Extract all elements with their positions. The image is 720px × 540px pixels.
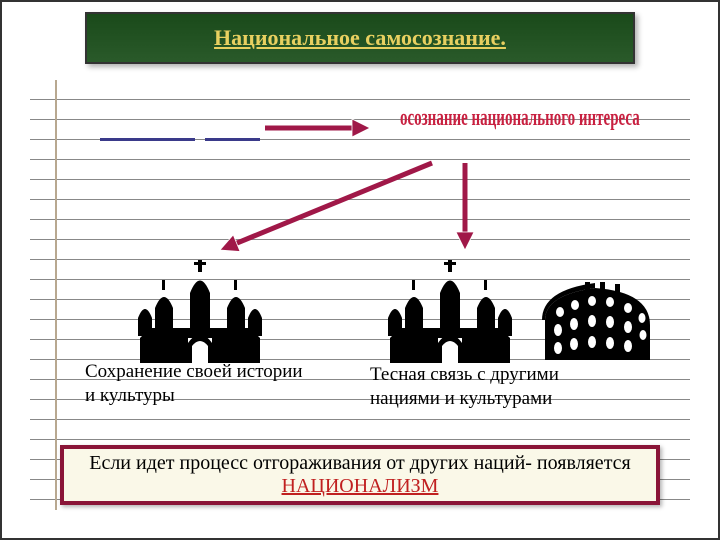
footer-text-main: Если идет процесс отгораживания от други… <box>89 452 631 474</box>
header-banner: Национальное самосознание. <box>85 12 635 64</box>
placeholder-line-1 <box>100 138 195 141</box>
church-silhouette-right <box>370 248 530 368</box>
margin-line <box>55 80 57 510</box>
footer-text: Если идет процесс отгораживания от други… <box>74 452 646 498</box>
caption-preserve-culture: Сохранение своей истории и культуры <box>85 360 305 408</box>
placeholder-lines <box>100 138 260 141</box>
header-title: Национальное самосознание. <box>214 25 506 51</box>
awareness-label: осознание национального интереса <box>400 108 640 132</box>
footer-callout: Если идет процесс отгораживания от други… <box>60 445 660 505</box>
colosseum-silhouette <box>540 280 655 365</box>
church-silhouette-left <box>120 248 280 368</box>
caption-connect-cultures: Тесная связь с другими нациями и культур… <box>370 363 630 411</box>
placeholder-line-2 <box>205 138 260 141</box>
footer-highlight: НАЦИОНАЛИЗМ <box>282 475 439 497</box>
